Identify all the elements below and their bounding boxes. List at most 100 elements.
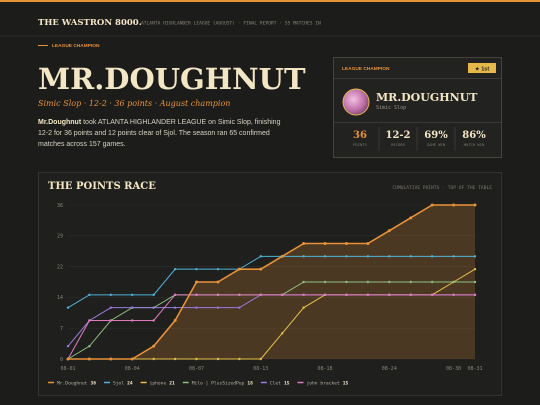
x-tick-label: 08-24: [382, 366, 397, 372]
legend: Mr.Doughnut 36 Sjol 24 iphone 21 Milo | PlusSi…: [48, 381, 348, 387]
point: [131, 319, 134, 322]
x-tick-label: 08-04: [125, 366, 140, 372]
point: [195, 280, 199, 284]
rank-badge-text: ★ 1st: [475, 67, 490, 73]
stat-label: MATCH WIN: [464, 142, 485, 147]
point: [366, 280, 370, 284]
summary-line: took ATLANTA HIGHLANDER LEAGUE on Simic …: [81, 119, 280, 126]
legend-name: Clet: [270, 381, 281, 387]
x-tick-label: 08-31: [467, 366, 482, 372]
stat-value: 69%: [424, 130, 448, 141]
point: [109, 357, 113, 361]
point: [388, 280, 391, 284]
stat-label: GAME WIN: [427, 142, 446, 147]
point: [109, 319, 113, 322]
stat-value: 86%: [462, 130, 486, 141]
point: [195, 357, 198, 361]
x-tick-label: 08-18: [318, 366, 333, 372]
summary-line: matches across 157 games.: [38, 141, 126, 148]
legend-value: 21: [169, 381, 175, 387]
point: [387, 229, 391, 233]
point: [281, 293, 284, 297]
stat-value: 36: [353, 130, 367, 141]
legend-name: john bracket: [307, 381, 340, 387]
point: [452, 203, 456, 207]
point: [66, 306, 70, 309]
legend-value: 36: [90, 381, 96, 387]
y-tick-label: 7: [60, 326, 63, 332]
eyebrow: LEAGUE CHAMPION: [52, 43, 100, 49]
point: [259, 255, 262, 258]
x-tick-label: 08-01: [60, 366, 75, 372]
legend-name: iphone: [150, 381, 167, 387]
chart-subtitle: CUMULATIVE POINTS · TOP OF THE TABLE: [392, 185, 492, 191]
point: [473, 293, 477, 297]
point: [430, 255, 434, 258]
x-tick-label: 08-30: [446, 366, 461, 372]
point: [473, 280, 477, 284]
point: [152, 357, 155, 361]
point: [152, 344, 156, 348]
point: [259, 267, 263, 271]
card-name: MR.DOUGHNUT: [376, 91, 478, 104]
card-label: LEAGUE CHAMPION: [342, 66, 390, 72]
point: [366, 293, 370, 297]
point: [195, 306, 198, 309]
point: [473, 255, 477, 258]
point: [88, 344, 91, 348]
point: [238, 293, 241, 297]
point: [302, 242, 306, 245]
point: [473, 267, 477, 271]
point: [173, 267, 177, 271]
point: [323, 255, 327, 258]
point: [216, 293, 220, 297]
point: [388, 293, 391, 297]
point: [152, 293, 155, 297]
legend-value: 18: [247, 381, 253, 387]
point: [109, 293, 113, 297]
series-line: [67, 255, 475, 309]
legend-value: 15: [284, 381, 290, 387]
y-tick-label: 22: [57, 264, 63, 270]
legend-name: Sjol: [113, 381, 124, 387]
champion-card: LEAGUE CHAMPION ★ 1st MR.DOUGHNUT Simic …: [333, 57, 502, 158]
y-tick-label: 0: [60, 357, 63, 363]
point: [302, 280, 305, 284]
champion-name: MR.DOUGHNUT: [38, 62, 306, 96]
legend-name: Mr.Doughnut: [57, 381, 88, 387]
stat-value: 12-2: [385, 130, 410, 141]
point: [216, 267, 220, 271]
point: [409, 255, 412, 258]
stat-label: POINTS: [353, 142, 367, 147]
point: [130, 357, 134, 361]
top-accent: [0, 0, 540, 2]
point: [66, 344, 70, 348]
point: [237, 267, 241, 271]
summary-lead: Mr.Doughnut: [38, 119, 82, 126]
point: [131, 293, 134, 297]
point: [366, 242, 370, 245]
point: [281, 332, 284, 335]
point: [473, 203, 477, 207]
point: [452, 280, 455, 284]
series-line: [68, 204, 475, 360]
point: [87, 357, 91, 361]
point: [430, 293, 434, 297]
stat-label: RECORD: [391, 142, 405, 147]
point: [344, 242, 348, 245]
legend-value: 15: [343, 381, 349, 387]
summary: Mr.Doughnut took ATLANTA HIGHLANDER LEAG…: [38, 119, 282, 148]
point: [88, 293, 91, 297]
point: [173, 357, 177, 361]
y-tick-label: 14: [57, 295, 63, 301]
point: [216, 306, 220, 309]
point: [430, 203, 434, 207]
report-subtitle: ATLANTA HIGHLANDER LEAGUE (AUGUST) · FIN…: [141, 21, 321, 27]
y-tick-label: 29: [57, 234, 63, 240]
point: [195, 267, 198, 271]
x-tick-label: 08-13: [253, 366, 268, 372]
point: [109, 306, 113, 309]
point: [409, 280, 412, 284]
